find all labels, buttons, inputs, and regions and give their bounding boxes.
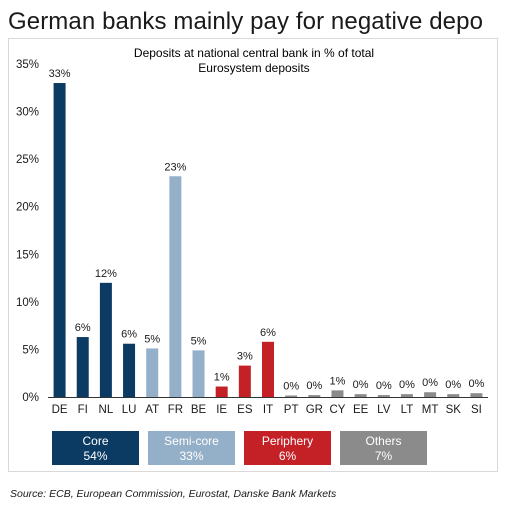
- x-tick-label-ie: IE: [216, 404, 227, 416]
- bar-gr: [308, 395, 321, 397]
- bar-it: [262, 341, 274, 397]
- data-label-gr: 0%: [306, 380, 322, 392]
- bar-pt: [285, 395, 298, 397]
- y-tick-label: 30%: [16, 107, 39, 119]
- x-tick-label-lt: LT: [401, 404, 414, 416]
- x-tick-label-de: DE: [52, 404, 68, 416]
- x-tick-label-lu: LU: [122, 404, 137, 416]
- chart-frame: [8, 38, 498, 472]
- chart-title-line-1: Deposits at national central bank in % o…: [134, 46, 374, 60]
- y-tick-label: 10%: [16, 297, 39, 309]
- x-tick-label-lv: LV: [377, 404, 391, 416]
- bar-de: [53, 83, 66, 398]
- data-label-nl: 12%: [95, 268, 117, 280]
- bar-lv: [377, 395, 390, 397]
- bar-fi: [76, 337, 89, 397]
- bar-lt: [400, 394, 413, 397]
- bar-si: [470, 393, 483, 397]
- bar-lu: [123, 343, 136, 397]
- data-label-lt: 0%: [399, 379, 415, 391]
- x-tick-label-nl: NL: [99, 404, 114, 416]
- y-tick-label: 35%: [16, 59, 39, 71]
- data-label-pt: 0%: [283, 381, 299, 393]
- bar-ie: [215, 386, 228, 397]
- legend-others: Others 7%: [340, 431, 427, 465]
- x-tick-label-mt: MT: [422, 404, 439, 416]
- bar-be: [192, 350, 205, 397]
- data-label-at: 5%: [144, 333, 160, 345]
- x-tick-label-fi: FI: [78, 404, 88, 416]
- bar-nl: [99, 282, 112, 397]
- legend-others-name: Others: [365, 434, 402, 448]
- deposit-bar-chart: Deposits at national central bank in % o…: [16, 46, 488, 416]
- bar-sk: [447, 394, 460, 397]
- y-tick-label: 0%: [22, 392, 39, 404]
- bar-es: [238, 365, 251, 397]
- data-label-fi: 6%: [75, 322, 91, 334]
- data-label-lv: 0%: [376, 380, 392, 392]
- data-label-be: 5%: [191, 335, 207, 347]
- x-tick-label-es: ES: [237, 404, 253, 416]
- chart-title-line-2: Eurosystem deposits: [198, 61, 309, 75]
- legend-semi-core-share: 33%: [179, 449, 204, 463]
- x-axis: DE FI NL LU AT FR BE IE ES IT PT GR CY EE LV LT MT SK SI: [48, 397, 488, 416]
- data-label-it: 6%: [260, 327, 276, 339]
- data-label-sk: 0%: [445, 379, 461, 391]
- data-label-ie: 1%: [214, 372, 230, 384]
- legend-core-share: 54%: [83, 449, 108, 463]
- legend-periphery-name: Periphery: [261, 434, 314, 448]
- data-label-si: 0%: [468, 378, 484, 390]
- legend-core-name: Core: [82, 434, 109, 448]
- x-tick-label-cy: CY: [329, 404, 345, 416]
- bar-ee: [354, 394, 367, 397]
- legend-semi-core-name: Semi-core: [164, 434, 219, 448]
- legend-others-share: 7%: [374, 449, 393, 463]
- y-tick-label: 15%: [16, 249, 39, 261]
- x-tick-label-at: AT: [145, 404, 159, 416]
- data-label-de: 33%: [49, 68, 71, 80]
- y-tick-label: 25%: [16, 154, 39, 166]
- legend-periphery-share: 6%: [278, 449, 297, 463]
- y-axis: 0% 5% 10% 15% 20% 25% 30% 35%: [16, 59, 39, 404]
- legend-periphery: Periphery 6%: [244, 431, 331, 465]
- x-tick-label-fr: FR: [168, 404, 183, 416]
- x-tick-label-sk: SK: [446, 404, 462, 416]
- x-tick-label-gr: GR: [306, 404, 323, 416]
- bar-fr: [169, 176, 182, 397]
- headline: German banks mainly pay for negative dep…: [8, 8, 484, 35]
- x-tick-label-pt: PT: [284, 404, 299, 416]
- x-tick-label-ee: EE: [353, 404, 369, 416]
- legend-core: Core 54%: [52, 431, 139, 465]
- legend-semi-core: Semi-core 33%: [148, 431, 235, 465]
- data-label-fr: 23%: [164, 161, 186, 173]
- source-note: Source: ECB, European Commission, Eurost…: [10, 488, 337, 500]
- bar-mt: [424, 392, 437, 397]
- x-tick-label-si: SI: [471, 404, 482, 416]
- data-label-mt: 0%: [422, 377, 438, 389]
- x-tick-label-it: IT: [263, 404, 273, 416]
- data-label-ee: 0%: [353, 379, 369, 391]
- x-tick-label-be: BE: [191, 404, 207, 416]
- data-label-lu: 6%: [121, 329, 137, 341]
- bars: 33% 6% 12% 6% 5% 23% 5% 1% 3% 6% 0% 0% 1% 0% 0% 0% 0% 0% 0…: [49, 68, 485, 398]
- y-tick-label: 20%: [16, 202, 39, 214]
- y-tick-label: 5%: [22, 344, 39, 356]
- bar-cy: [331, 390, 344, 397]
- data-label-cy: 1%: [330, 375, 346, 387]
- data-label-es: 3%: [237, 351, 253, 363]
- bar-at: [146, 348, 159, 397]
